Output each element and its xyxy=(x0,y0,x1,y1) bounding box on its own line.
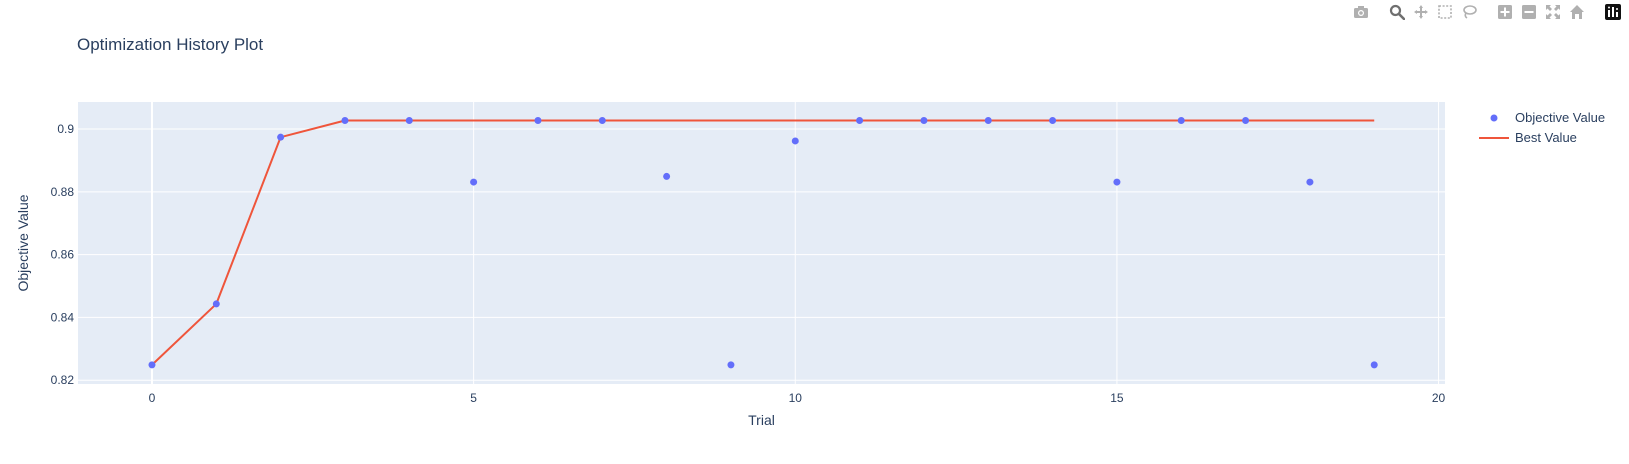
grid-lines xyxy=(78,102,1445,384)
chart-title: Optimization History Plot xyxy=(77,35,263,54)
objective-value-point[interactable] xyxy=(920,117,928,125)
modebar-group xyxy=(1385,2,1481,22)
legend-item[interactable]: Objective Value xyxy=(1490,110,1606,125)
box-select-icon xyxy=(1438,5,1452,19)
zoom-out-icon xyxy=(1522,5,1536,19)
best-value-line-layer xyxy=(151,119,1375,366)
objective-value-point[interactable] xyxy=(598,117,606,125)
legend-marker-icon xyxy=(1490,114,1498,122)
modebar-group xyxy=(1493,2,1589,22)
x-axis-label: Trial xyxy=(748,412,775,428)
legend-label: Best Value xyxy=(1515,130,1577,145)
objective-value-point[interactable] xyxy=(277,133,285,141)
objective-value-point[interactable] xyxy=(1242,117,1250,125)
autoscale-button[interactable] xyxy=(1543,2,1563,22)
lasso-select-icon xyxy=(1463,5,1477,19)
pan-button[interactable] xyxy=(1411,2,1431,22)
zoom-icon xyxy=(1389,4,1405,20)
objective-markers-layer xyxy=(148,117,1378,369)
y-tick-label: 0.9 xyxy=(57,122,74,136)
camera-button[interactable] xyxy=(1351,2,1371,22)
legend-label: Objective Value xyxy=(1515,110,1605,125)
zoom-button[interactable] xyxy=(1387,2,1407,22)
legend-item[interactable]: Best Value xyxy=(1479,130,1577,145)
y-tick-label: 0.84 xyxy=(51,310,75,324)
objective-value-point[interactable] xyxy=(212,300,220,308)
objective-value-point[interactable] xyxy=(791,137,799,145)
objective-value-point[interactable] xyxy=(727,361,735,369)
objective-value-point[interactable] xyxy=(1177,117,1185,125)
best-value-line[interactable] xyxy=(151,119,1375,366)
camera-icon xyxy=(1354,6,1368,18)
zoom-in-icon xyxy=(1498,5,1512,19)
plot-background xyxy=(78,102,1445,384)
x-tick-label: 5 xyxy=(470,391,477,405)
objective-value-point[interactable] xyxy=(405,117,413,125)
tick-labels: 0 5 10 15 20 0.82 0.84 0.86 0.88 0.9 xyxy=(51,122,1446,405)
objective-value-point[interactable] xyxy=(534,117,542,125)
objective-value-point[interactable] xyxy=(1049,117,1057,125)
objective-value-point[interactable] xyxy=(341,117,349,125)
reset-axes-button[interactable] xyxy=(1567,2,1587,22)
box-select-button[interactable] xyxy=(1435,2,1455,22)
modebar-group xyxy=(1349,2,1373,22)
y-tick-label: 0.82 xyxy=(51,373,75,387)
y-tick-label: 0.86 xyxy=(51,248,75,262)
plotly-logo-icon xyxy=(1605,4,1621,20)
pan-icon xyxy=(1414,5,1428,19)
x-tick-label: 10 xyxy=(789,391,803,405)
legend[interactable]: Objective Value Best Value xyxy=(1479,110,1605,145)
y-axis-label: Objective Value xyxy=(15,194,31,291)
y-tick-label: 0.88 xyxy=(51,185,75,199)
x-tick-label: 0 xyxy=(149,391,156,405)
objective-value-point[interactable] xyxy=(1370,361,1378,369)
autoscale-icon xyxy=(1546,5,1560,19)
objective-value-point[interactable] xyxy=(470,178,478,186)
modebar-group xyxy=(1601,2,1625,22)
objective-value-point[interactable] xyxy=(1306,178,1314,186)
objective-value-point[interactable] xyxy=(663,172,671,180)
reset-axes-icon xyxy=(1570,5,1584,19)
x-tick-label: 15 xyxy=(1110,391,1124,405)
plotly-logo-button[interactable] xyxy=(1603,2,1623,22)
objective-value-point[interactable] xyxy=(984,117,992,125)
lasso-select-button[interactable] xyxy=(1459,2,1479,22)
zoom-out-button[interactable] xyxy=(1519,2,1539,22)
objective-value-point[interactable] xyxy=(856,117,864,125)
objective-value-point[interactable] xyxy=(1113,178,1121,186)
objective-value-point[interactable] xyxy=(148,361,156,369)
modebar xyxy=(1337,0,1629,24)
zoom-in-button[interactable] xyxy=(1495,2,1515,22)
x-tick-label: 20 xyxy=(1432,391,1446,405)
